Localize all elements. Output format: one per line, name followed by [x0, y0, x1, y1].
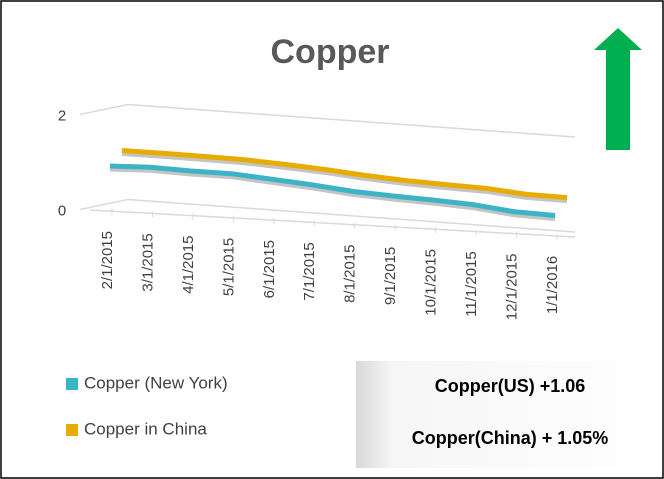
grid-line — [79, 103, 576, 138]
legend-label: Copper (New York) — [84, 373, 228, 392]
grid-line — [79, 198, 576, 233]
x-tick-label: 2/1/2015 — [99, 231, 116, 289]
annotation-box — [356, 361, 662, 468]
annotation: Copper(China) + 1.05% — [412, 428, 609, 448]
x-tick-label: 1/1/2016 — [544, 256, 561, 314]
legend-swatch — [66, 378, 78, 390]
x-tick-label: 4/1/2015 — [180, 236, 197, 294]
up-arrow — [594, 28, 642, 150]
x-tick-label: 3/1/2015 — [139, 233, 156, 291]
x-tick-label: 11/1/2015 — [463, 251, 480, 317]
x-tick-label: 5/1/2015 — [220, 238, 237, 296]
x-tick-label: 6/1/2015 — [261, 240, 278, 298]
y-tick-label: 2 — [58, 107, 66, 124]
series-line — [121, 147, 568, 201]
legend-label: Copper in China — [84, 419, 207, 438]
chart-title: Copper — [271, 33, 390, 71]
x-tick-label: 9/1/2015 — [382, 247, 399, 305]
series-line — [109, 163, 556, 218]
y-tick-label: 0 — [58, 202, 66, 219]
x-tick-label: 12/1/2015 — [504, 254, 521, 321]
x-tick-label: 7/1/2015 — [301, 242, 318, 300]
legend-swatch — [66, 424, 78, 436]
x-axis — [89, 209, 576, 238]
x-tick-label: 10/1/2015 — [423, 249, 440, 316]
x-tick-label: 8/1/2015 — [342, 245, 359, 303]
annotation: Copper(US) +1.06 — [435, 376, 586, 396]
